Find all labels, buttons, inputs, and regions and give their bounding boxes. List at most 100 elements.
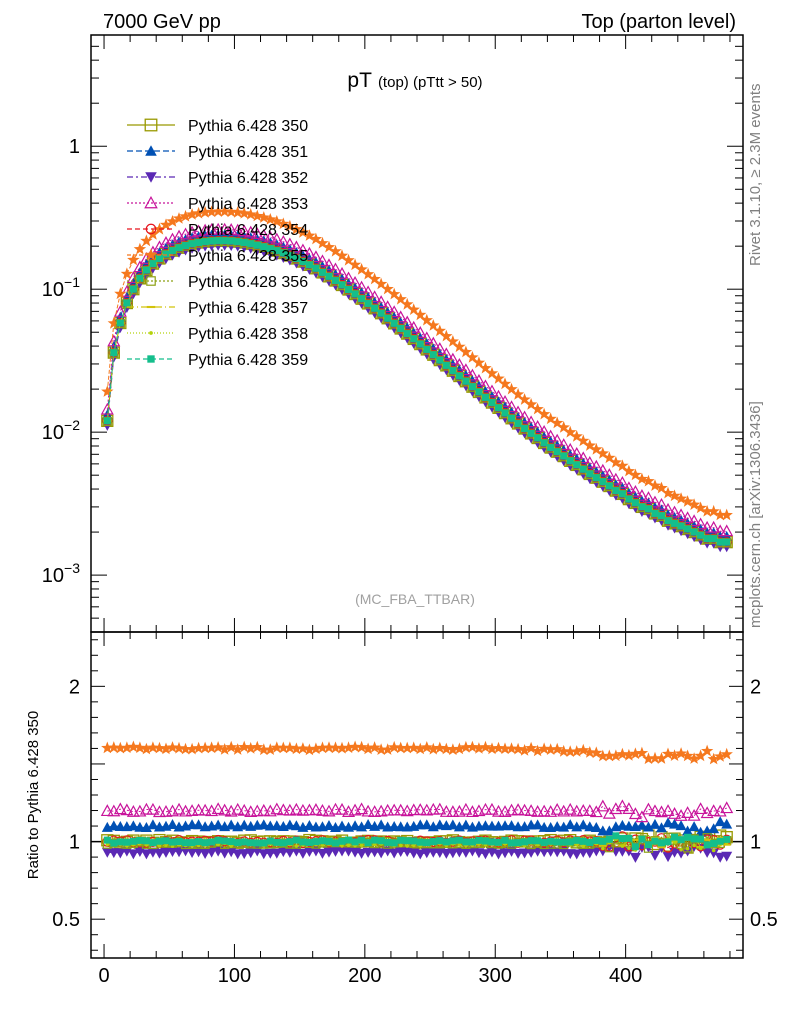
side-mcplots-label: mcplots.cern.ch [arXiv:1306.3436] bbox=[747, 401, 764, 628]
data-point bbox=[649, 850, 661, 861]
data-point bbox=[299, 258, 307, 266]
data-point bbox=[218, 743, 231, 755]
data-point bbox=[635, 810, 649, 823]
data-point bbox=[661, 804, 675, 816]
data-point bbox=[506, 820, 518, 831]
data-point bbox=[576, 804, 590, 816]
data-point bbox=[635, 746, 649, 759]
data-point bbox=[576, 451, 590, 464]
data-point bbox=[661, 502, 675, 515]
data-point bbox=[687, 808, 701, 821]
data-point bbox=[583, 804, 597, 816]
data-point bbox=[107, 741, 120, 753]
data-point bbox=[447, 819, 459, 830]
data-point bbox=[564, 425, 577, 438]
data-point bbox=[672, 840, 677, 844]
data-point bbox=[296, 742, 310, 754]
data-point bbox=[414, 849, 426, 860]
data-point bbox=[276, 234, 290, 247]
data-point bbox=[296, 225, 310, 238]
data-point bbox=[403, 837, 411, 845]
data-point bbox=[720, 801, 734, 814]
data-point bbox=[167, 819, 178, 830]
data-point bbox=[713, 804, 727, 817]
data-point bbox=[375, 277, 388, 290]
data-point bbox=[188, 839, 196, 847]
data-point bbox=[436, 837, 444, 845]
data-point bbox=[351, 838, 359, 846]
data-point bbox=[710, 839, 718, 847]
data-point bbox=[537, 804, 551, 817]
data-point bbox=[153, 848, 165, 859]
data-point bbox=[260, 243, 268, 251]
data-point bbox=[687, 498, 701, 510]
data-point bbox=[316, 236, 329, 249]
data-point bbox=[511, 405, 525, 418]
data-point bbox=[682, 825, 694, 836]
data-point bbox=[713, 524, 727, 537]
data-point bbox=[188, 240, 196, 248]
data-point bbox=[563, 802, 577, 815]
data-point bbox=[120, 267, 133, 280]
data-point bbox=[495, 838, 502, 846]
data-point bbox=[231, 223, 245, 236]
data-point bbox=[198, 206, 212, 218]
data-point bbox=[592, 474, 600, 482]
data-point bbox=[457, 843, 462, 847]
data-point bbox=[446, 352, 460, 365]
data-point bbox=[169, 247, 176, 255]
data-point bbox=[620, 844, 625, 848]
data-point bbox=[159, 236, 173, 248]
data-point bbox=[518, 410, 532, 423]
data-point bbox=[416, 340, 424, 348]
data-point bbox=[186, 847, 198, 858]
data-point bbox=[684, 525, 692, 533]
data-point bbox=[570, 745, 583, 757]
data-point bbox=[439, 347, 453, 360]
data-point bbox=[468, 383, 476, 391]
legend-item-3: Pythia 6.428 353 bbox=[127, 195, 308, 213]
data-point bbox=[290, 820, 302, 831]
data-point bbox=[433, 802, 447, 815]
data-point bbox=[264, 213, 277, 225]
data-point bbox=[335, 266, 349, 279]
data-point bbox=[677, 836, 685, 844]
data-point bbox=[433, 342, 447, 354]
data-point bbox=[655, 752, 668, 764]
data-point bbox=[175, 838, 183, 846]
data-point bbox=[410, 335, 418, 343]
data-point bbox=[537, 424, 551, 437]
data-point bbox=[574, 843, 579, 847]
y-tick-base: 10 bbox=[42, 422, 64, 444]
data-point bbox=[205, 205, 218, 218]
data-point bbox=[384, 314, 392, 322]
data-point bbox=[329, 244, 342, 257]
data-point bbox=[276, 803, 290, 816]
data-point bbox=[627, 846, 631, 850]
data-point bbox=[390, 319, 398, 327]
data-point bbox=[669, 818, 681, 829]
data-point bbox=[573, 461, 581, 469]
data-point bbox=[579, 837, 587, 845]
data-point bbox=[152, 240, 166, 253]
data-point bbox=[245, 848, 257, 859]
data-point bbox=[674, 508, 688, 521]
data-point bbox=[698, 846, 703, 851]
data-point bbox=[349, 820, 361, 831]
data-point bbox=[113, 802, 127, 815]
data-point bbox=[173, 847, 185, 858]
data-point bbox=[116, 319, 124, 327]
data-point bbox=[238, 740, 251, 753]
data-point bbox=[371, 836, 379, 844]
data-point bbox=[149, 260, 157, 268]
data-point bbox=[472, 356, 486, 369]
data-point bbox=[388, 848, 400, 859]
y-tick-label: 1 bbox=[69, 136, 80, 158]
data-point bbox=[674, 492, 688, 504]
data-point bbox=[153, 741, 166, 754]
data-point bbox=[101, 741, 114, 754]
data-point bbox=[136, 274, 144, 282]
data-point bbox=[596, 749, 609, 762]
data-point bbox=[501, 409, 509, 417]
data-point bbox=[687, 514, 701, 527]
